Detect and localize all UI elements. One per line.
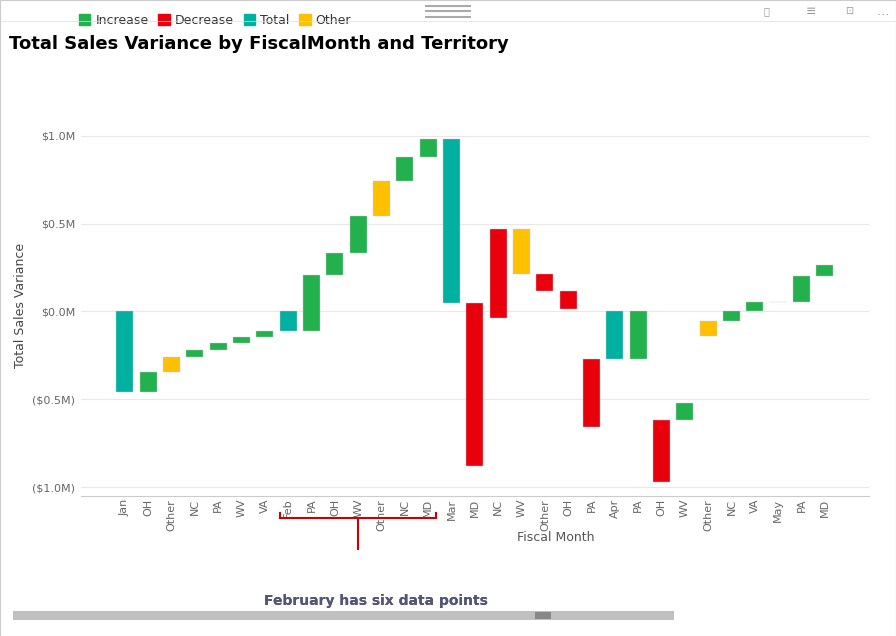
Text: ≡: ≡ — [806, 4, 816, 18]
Legend: Increase, Decrease, Total, Other: Increase, Decrease, Total, Other — [79, 14, 351, 27]
Text: …: … — [876, 4, 889, 18]
Bar — [420, 139, 436, 156]
Bar — [700, 321, 717, 336]
Text: ⊡: ⊡ — [845, 6, 854, 16]
Bar — [444, 139, 460, 303]
Bar — [140, 372, 157, 392]
Bar — [723, 312, 740, 321]
Bar — [13, 611, 674, 620]
Bar — [490, 229, 506, 319]
Bar — [210, 343, 227, 350]
Bar — [326, 253, 343, 275]
Text: 🖈: 🖈 — [763, 6, 769, 16]
Bar — [233, 337, 250, 343]
Bar — [303, 275, 320, 331]
Bar — [746, 301, 763, 312]
Text: February has six data points: February has six data points — [264, 594, 488, 608]
Bar — [583, 359, 600, 427]
Bar — [396, 156, 413, 181]
Bar — [186, 350, 203, 357]
Bar — [163, 357, 180, 372]
Bar — [653, 420, 670, 482]
Bar — [116, 312, 134, 392]
Text: Fiscal Month: Fiscal Month — [517, 531, 594, 544]
Bar — [280, 312, 297, 331]
Bar — [537, 273, 553, 291]
Bar — [607, 312, 624, 359]
Y-axis label: Total Sales Variance: Total Sales Variance — [13, 243, 27, 368]
Bar — [256, 331, 273, 337]
Bar — [816, 265, 833, 276]
Bar — [349, 216, 366, 253]
Bar — [560, 291, 577, 309]
Bar — [630, 312, 647, 359]
Text: February has six data points: February has six data points — [264, 594, 488, 608]
Bar — [467, 303, 483, 466]
Bar — [373, 181, 390, 216]
Text: Total Sales Variance by FiscalMonth and Territory: Total Sales Variance by FiscalMonth and … — [9, 35, 509, 53]
Bar — [535, 612, 550, 619]
Bar — [676, 403, 694, 420]
Bar — [513, 229, 530, 273]
Bar — [793, 276, 810, 301]
